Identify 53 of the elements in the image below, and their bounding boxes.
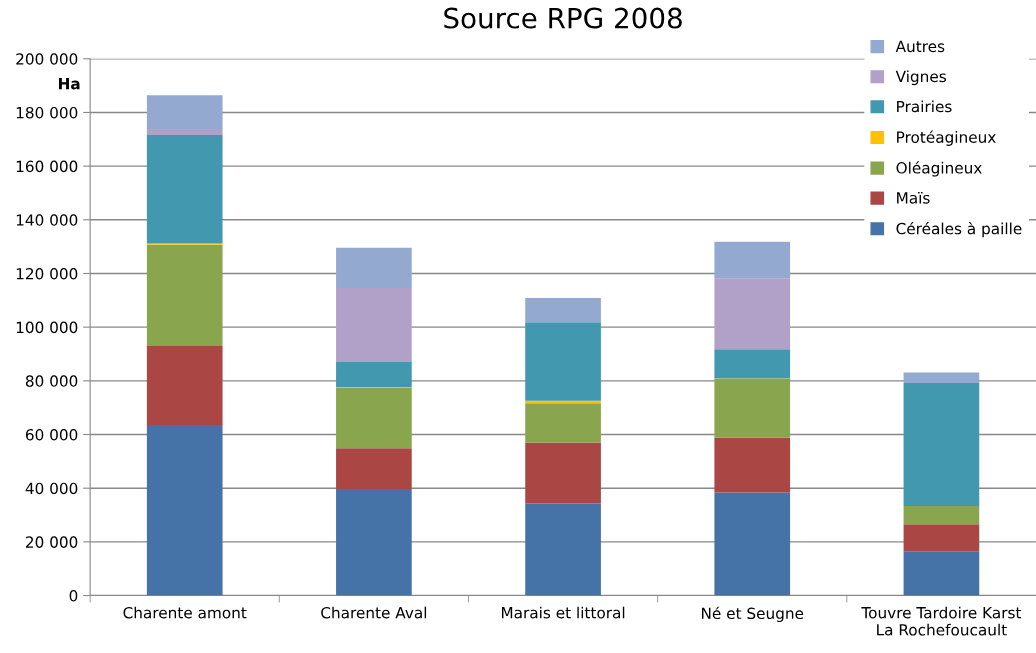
legend-label: Autres (895, 40, 945, 53)
bar (714, 278, 791, 350)
y-tick-label: 40 000 (25, 482, 78, 495)
bar (525, 322, 601, 401)
y-tick-label: 0 (69, 590, 78, 602)
x-tick-label: Marais et littoral (501, 606, 625, 619)
y-tick-label: 100 000 (16, 321, 78, 334)
bar (714, 241, 791, 279)
y-axis-title: Ha (58, 78, 80, 90)
bar (525, 297, 601, 323)
bar (146, 134, 223, 244)
bar (714, 349, 791, 379)
bar (525, 503, 601, 596)
x-tick-label: Charente Aval (321, 606, 427, 619)
legend-label: Maïs (897, 191, 930, 204)
bar (146, 425, 223, 596)
bar (336, 247, 412, 288)
bar (336, 362, 412, 387)
bar (146, 95, 223, 130)
y-tick-label: 80 000 (25, 375, 78, 387)
y-tick-label: 200 000 (16, 53, 78, 65)
bar (146, 345, 223, 426)
bar (903, 382, 980, 506)
bar (903, 505, 980, 525)
x-tick-label: Né et Seugne (701, 606, 804, 623)
bar (714, 492, 791, 596)
x-tick-label: Touvre Tardoire Karst La Rochefoucault (861, 606, 1022, 636)
y-tick-label: 140 000 (16, 214, 78, 226)
bar (714, 378, 791, 438)
bar (336, 287, 412, 363)
legend-label: Prairies (897, 100, 952, 113)
bar (903, 372, 980, 383)
y-tick-label: 20 000 (25, 536, 78, 548)
bar (336, 488, 412, 596)
bar (336, 448, 412, 489)
bar (903, 551, 980, 596)
bar (714, 437, 791, 493)
x-tick-label: Charente amont (123, 606, 247, 619)
y-tick-label: 180 000 (16, 106, 78, 119)
y-tick-label: 60 000 (25, 428, 78, 441)
chart-title: Source RPG 2008 (444, 7, 682, 29)
bar (525, 403, 601, 443)
legend-label: Protéagineux (897, 130, 996, 146)
bar (146, 244, 223, 346)
y-tick-label: 160 000 (16, 160, 78, 173)
bar (525, 442, 601, 504)
legend-label: Céréales à paille (896, 221, 1022, 238)
legend-label: Vignes (895, 70, 946, 86)
bar (336, 388, 412, 449)
bar (146, 129, 223, 135)
bar (903, 524, 980, 552)
legend-label: Oléagineux (896, 161, 982, 177)
y-tick-label: 120 000 (16, 267, 78, 280)
